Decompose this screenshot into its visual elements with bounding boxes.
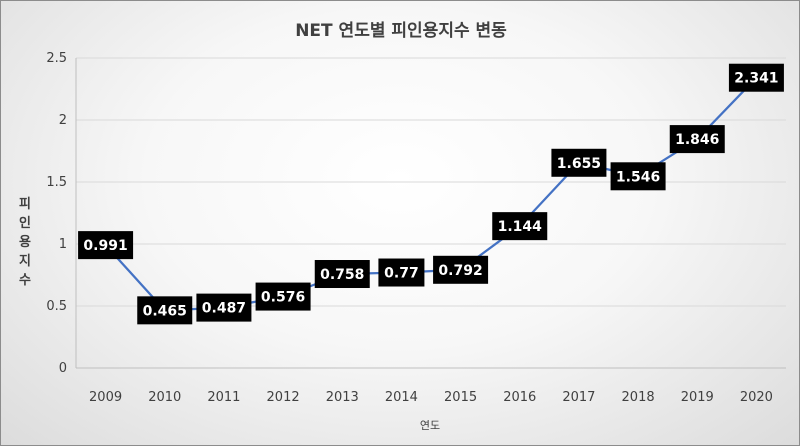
y-axis-ticks: 0 0.5 1 1.5 2 2.5 — [46, 51, 67, 376]
data-label-text: 2.341 — [734, 71, 778, 87]
x-axis-ticks: 2009 2010 2011 2012 2013 2014 2015 2016 2017 2018… — [89, 390, 773, 405]
data-label-box — [433, 255, 489, 284]
data-label-box — [669, 125, 725, 154]
x-tick-label: 2019 — [681, 390, 714, 405]
x-tick-label: 2015 — [444, 390, 477, 405]
data-label-text: 0.792 — [438, 263, 482, 279]
x-tick-label: 2011 — [207, 390, 240, 405]
x-tick-label: 2014 — [385, 390, 418, 405]
x-tick-label: 2012 — [267, 390, 300, 405]
data-label: 0.792 — [433, 255, 489, 284]
data-label: 1.655 — [551, 148, 607, 177]
data-label-text: 1.655 — [557, 156, 601, 172]
data-label-box — [137, 296, 193, 325]
x-tick-label: 2018 — [622, 390, 655, 405]
x-axis-label: 연도 — [420, 419, 440, 432]
data-label: 2.341 — [728, 63, 784, 92]
data-label-box — [314, 260, 370, 289]
data-label-text: 0.77 — [384, 266, 419, 282]
y-tick-label: 2 — [59, 113, 67, 128]
x-tick-label: 2016 — [503, 390, 536, 405]
data-label: 0.465 — [137, 296, 193, 325]
data-label: 0.487 — [196, 293, 252, 322]
data-label-box — [378, 258, 425, 287]
data-label-text: 0.991 — [83, 238, 127, 254]
data-label-text: 1.846 — [675, 132, 719, 148]
x-tick-label: 2013 — [326, 390, 359, 405]
x-tick-label: 2010 — [148, 390, 181, 405]
data-label-box — [610, 162, 666, 191]
data-label-box — [492, 212, 548, 241]
data-label-box — [728, 63, 784, 92]
data-label-text: 0.758 — [320, 267, 364, 283]
data-label: 1.144 — [492, 212, 548, 241]
data-label: 0.991 — [78, 231, 134, 260]
data-label-box — [78, 231, 134, 260]
data-label-box — [196, 293, 252, 322]
series-line-group — [104, 76, 758, 312]
data-label: 1.846 — [669, 125, 725, 154]
x-tick-label: 2017 — [562, 390, 595, 405]
x-tick-label: 2020 — [740, 390, 773, 405]
data-label: 0.576 — [255, 282, 311, 311]
data-label-text: 0.576 — [261, 290, 305, 306]
y-tick-label: 1 — [59, 237, 67, 252]
y-tick-label: 2.5 — [46, 51, 67, 66]
y-tick-label: 0 — [59, 361, 67, 376]
data-labels: 0.991 0.465 0.487 0.576 0.758 0.77 0.792 1.144 1… — [78, 63, 784, 325]
data-label-box — [551, 148, 607, 177]
data-label: 0.758 — [314, 260, 370, 289]
data-label-text: 0.487 — [202, 301, 246, 317]
x-tick-label: 2009 — [89, 390, 122, 405]
y-tick-label: 0.5 — [46, 299, 67, 314]
data-label-text: 1.144 — [498, 219, 543, 235]
gridlines — [75, 57, 786, 369]
data-label-text: 0.465 — [143, 303, 187, 319]
series-line — [104, 76, 758, 312]
data-label: 0.77 — [378, 258, 425, 287]
data-label-text: 1.546 — [616, 169, 660, 185]
data-label: 1.546 — [610, 162, 666, 191]
chart-title: NET 연도별 피인용지수 변동 — [295, 21, 507, 41]
y-tick-label: 1.5 — [46, 175, 67, 190]
data-label-box — [255, 282, 311, 311]
